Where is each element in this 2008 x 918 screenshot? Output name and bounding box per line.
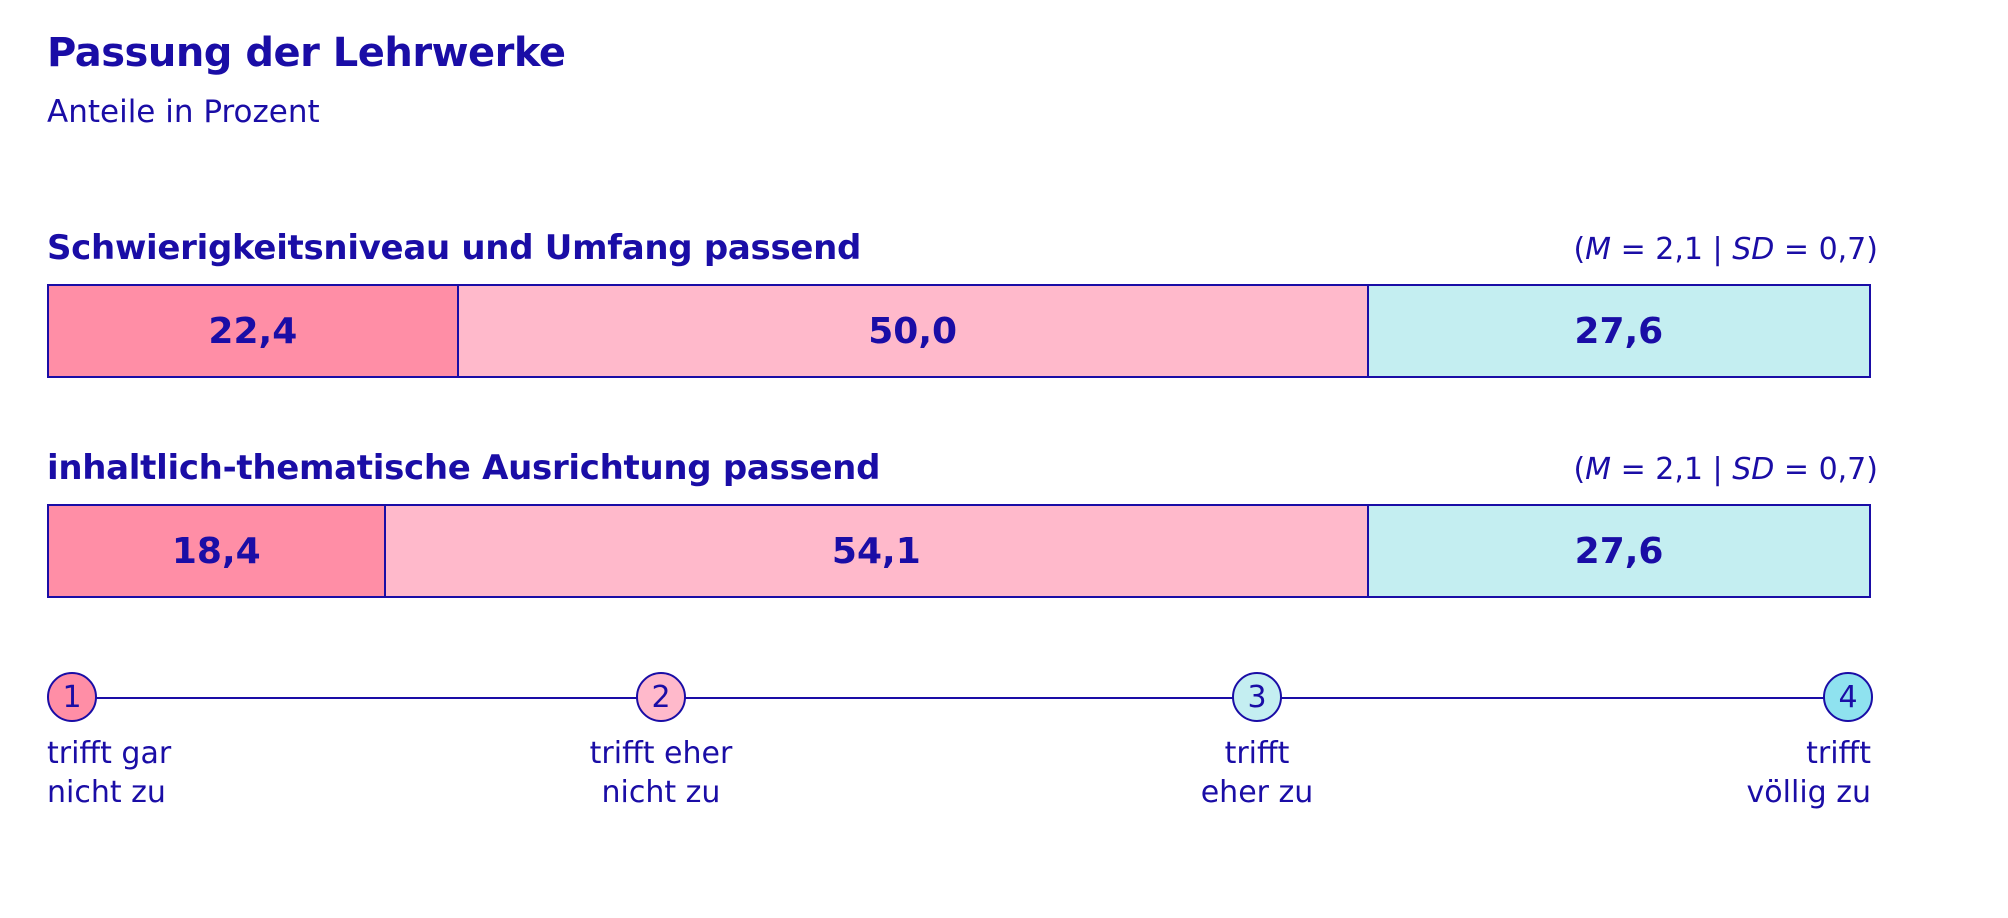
scale-label-1: trifft gar nicht zu	[47, 734, 171, 812]
scale-node-2: 2	[636, 672, 686, 722]
legend-scale: 1 trifft gar nicht zu 2 trifft eher nich…	[0, 660, 2008, 820]
sd-value: 0,7	[1818, 232, 1867, 267]
mean-value: 2,1	[1655, 452, 1703, 487]
row-label-difficulty: Schwierigkeitsniveau und Umfang passend	[47, 228, 862, 268]
scale-label-line: völlig zu	[1746, 775, 1871, 810]
mean-label: M	[1585, 232, 1612, 267]
data-label: 50,0	[868, 310, 958, 352]
stacked-bar-content: 18,4 54,1 27,6	[47, 504, 1871, 598]
sd-label: SD	[1732, 232, 1775, 267]
data-label: 18,4	[171, 530, 261, 572]
scale-label-2: trifft eher nicht zu	[561, 734, 761, 812]
scale-label-line: eher zu	[1200, 775, 1314, 810]
sd-label: SD	[1732, 452, 1775, 487]
segment-eher: 27,6	[1367, 506, 1869, 596]
data-label: 27,6	[1574, 310, 1664, 352]
data-label: 27,6	[1574, 530, 1664, 572]
mean-label: M	[1585, 452, 1612, 487]
scale-label-line: trifft	[1224, 736, 1290, 771]
segment-eher-nicht: 54,1	[383, 506, 1368, 596]
scale-label-line: nicht zu	[47, 775, 166, 810]
segment-eher-nicht: 50,0	[456, 286, 1367, 376]
scale-line	[72, 697, 1848, 699]
scale-node-1: 1	[47, 672, 97, 722]
scale-node-4: 4	[1823, 672, 1873, 722]
mean-value: 2,1	[1655, 232, 1703, 267]
data-label: 54,1	[831, 530, 921, 572]
row-stats-content: (M = 2,1 | SD = 0,7)	[1573, 452, 1878, 487]
segment-eher: 27,6	[1366, 286, 1869, 376]
sd-value: 0,7	[1818, 452, 1867, 487]
scale-label-3: trifft eher zu	[1157, 734, 1357, 812]
scale-label-line: trifft gar	[47, 736, 172, 771]
data-label: 22,4	[208, 310, 298, 352]
segment-gar-nicht: 18,4	[49, 506, 384, 596]
row-label-content: inhaltlich-thematische Ausrichtung passe…	[47, 448, 881, 488]
stacked-bar-difficulty: 22,4 50,0 27,6	[47, 284, 1871, 378]
chart-title: Passung der Lehrwerke	[47, 30, 566, 76]
scale-label-4: trifft völlig zu	[1671, 734, 1871, 812]
scale-label-line: trifft eher	[589, 736, 733, 771]
row-stats-difficulty: (M = 2,1 | SD = 0,7)	[1573, 232, 1878, 267]
scale-label-line: trifft	[1806, 736, 1871, 771]
segment-gar-nicht: 22,4	[49, 286, 457, 376]
scale-node-3: 3	[1232, 672, 1282, 722]
chart-subtitle: Anteile in Prozent	[47, 94, 320, 130]
scale-label-line: nicht zu	[601, 775, 721, 810]
